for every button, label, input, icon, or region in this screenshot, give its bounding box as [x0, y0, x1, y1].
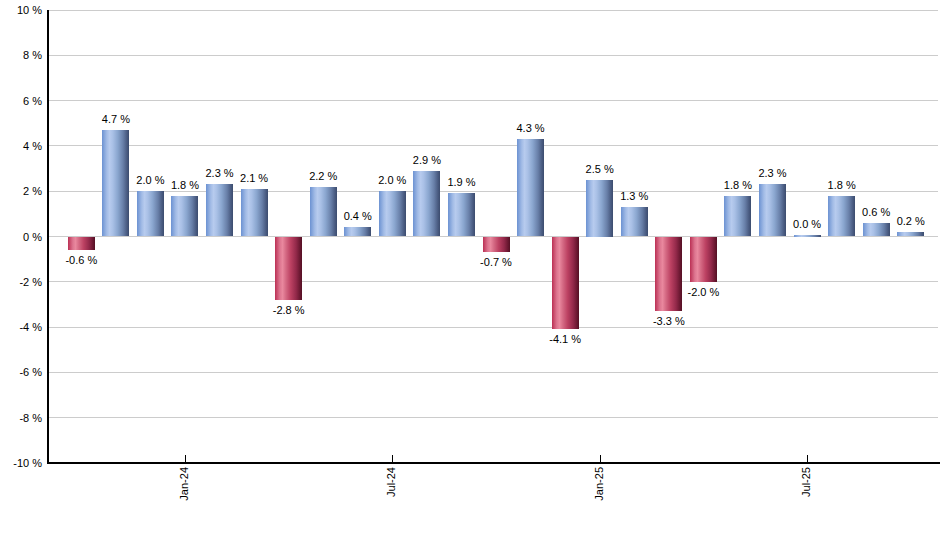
bar-value-label: 2.3 %	[746, 167, 800, 180]
x-axis-tick	[185, 455, 186, 463]
y-axis-tick-label: -2 %	[0, 276, 42, 288]
y-axis-tick-label: -4 %	[0, 321, 42, 333]
chart-bar-Jan-24[interactable]	[171, 196, 198, 237]
y-axis-tick-label: 6 %	[0, 95, 42, 107]
y-axis-tick-label: 0 %	[0, 231, 42, 243]
bar-value-label: -3.3 %	[642, 315, 696, 328]
chart-bar-Mar-24[interactable]	[241, 189, 268, 237]
chart-bar-Dec-23[interactable]	[137, 191, 164, 236]
gridline	[48, 100, 938, 101]
monthly-returns-bar-chart: 10 % 8 % 6 % 4 % 2 % 0 % -2 % -4 % -6 % -8 % -10 %…	[0, 0, 940, 550]
chart-bar-Jun-24[interactable]	[344, 227, 371, 236]
bar-value-label: 0.0 %	[780, 218, 834, 231]
x-axis-tick-label: Jul-25	[800, 467, 813, 497]
y-axis-tick-label: -6 %	[0, 366, 42, 378]
chart-bar-Jul-25[interactable]	[794, 235, 821, 237]
bar-value-label: 2.5 %	[573, 163, 627, 176]
x-axis-line	[47, 462, 940, 464]
x-axis-tick	[600, 455, 601, 463]
gridline	[48, 372, 938, 373]
gridline	[48, 55, 938, 56]
gridline	[48, 417, 938, 418]
chart-bar-Apr-25[interactable]	[690, 237, 717, 282]
chart-bar-Oct-25[interactable]	[897, 232, 924, 237]
y-axis-tick-label: -10 %	[0, 457, 42, 469]
gridline	[48, 10, 938, 11]
y-axis-tick-label: 8 %	[0, 49, 42, 61]
y-axis-line	[47, 10, 49, 463]
chart-bar-Nov-24[interactable]	[517, 139, 544, 236]
chart-bar-Mar-25[interactable]	[655, 237, 682, 312]
bar-value-label: 1.8 %	[815, 179, 869, 192]
bar-value-label: -4.1 %	[538, 333, 592, 346]
x-axis-tick-label: Jan-25	[593, 467, 606, 501]
gridline	[48, 281, 938, 282]
bar-value-label: -0.6 %	[54, 254, 108, 267]
y-axis-tick-label: 4 %	[0, 140, 42, 152]
chart-bar-Oct-24[interactable]	[483, 237, 510, 253]
bar-value-label: 1.8 %	[711, 179, 765, 192]
chart-bar-Jan-25[interactable]	[586, 180, 613, 237]
bar-value-label: -0.7 %	[469, 256, 523, 269]
bar-value-label: 2.0 %	[365, 174, 419, 187]
bar-value-label: 1.3 %	[607, 190, 661, 203]
x-axis-tick-label: Jul-24	[385, 467, 398, 497]
bar-value-label: 1.9 %	[434, 176, 488, 189]
gridline	[48, 327, 938, 328]
chart-bar-Apr-24[interactable]	[275, 237, 302, 300]
chart-bar-Dec-24[interactable]	[552, 237, 579, 330]
x-axis-tick	[392, 455, 393, 463]
y-axis-tick-label: 2 %	[0, 185, 42, 197]
x-axis-tick-label: Jan-24	[178, 467, 191, 501]
x-axis-tick	[807, 455, 808, 463]
chart-bar-Feb-25[interactable]	[621, 207, 648, 236]
y-axis-tick-label: 10 %	[0, 4, 42, 16]
bar-value-label: -2.0 %	[676, 286, 730, 299]
bar-value-label: 2.2 %	[296, 170, 350, 183]
bar-value-label: -2.8 %	[262, 304, 316, 317]
chart-bar-Oct-23[interactable]	[68, 237, 95, 251]
y-axis-tick-label: -8 %	[0, 412, 42, 424]
bar-value-label: 1.8 %	[158, 179, 212, 192]
chart-bar-May-25[interactable]	[724, 196, 751, 237]
bar-value-label: 2.1 %	[227, 172, 281, 185]
chart-bar-Feb-24[interactable]	[206, 184, 233, 236]
bar-value-label: 4.7 %	[89, 113, 143, 126]
bar-value-label: 0.2 %	[884, 215, 938, 228]
bar-value-label: 0.4 %	[331, 210, 385, 223]
gridline	[48, 145, 938, 146]
bar-value-label: 4.3 %	[504, 122, 558, 135]
bar-value-label: 2.9 %	[400, 154, 454, 167]
chart-bar-Sep-24[interactable]	[448, 193, 475, 236]
